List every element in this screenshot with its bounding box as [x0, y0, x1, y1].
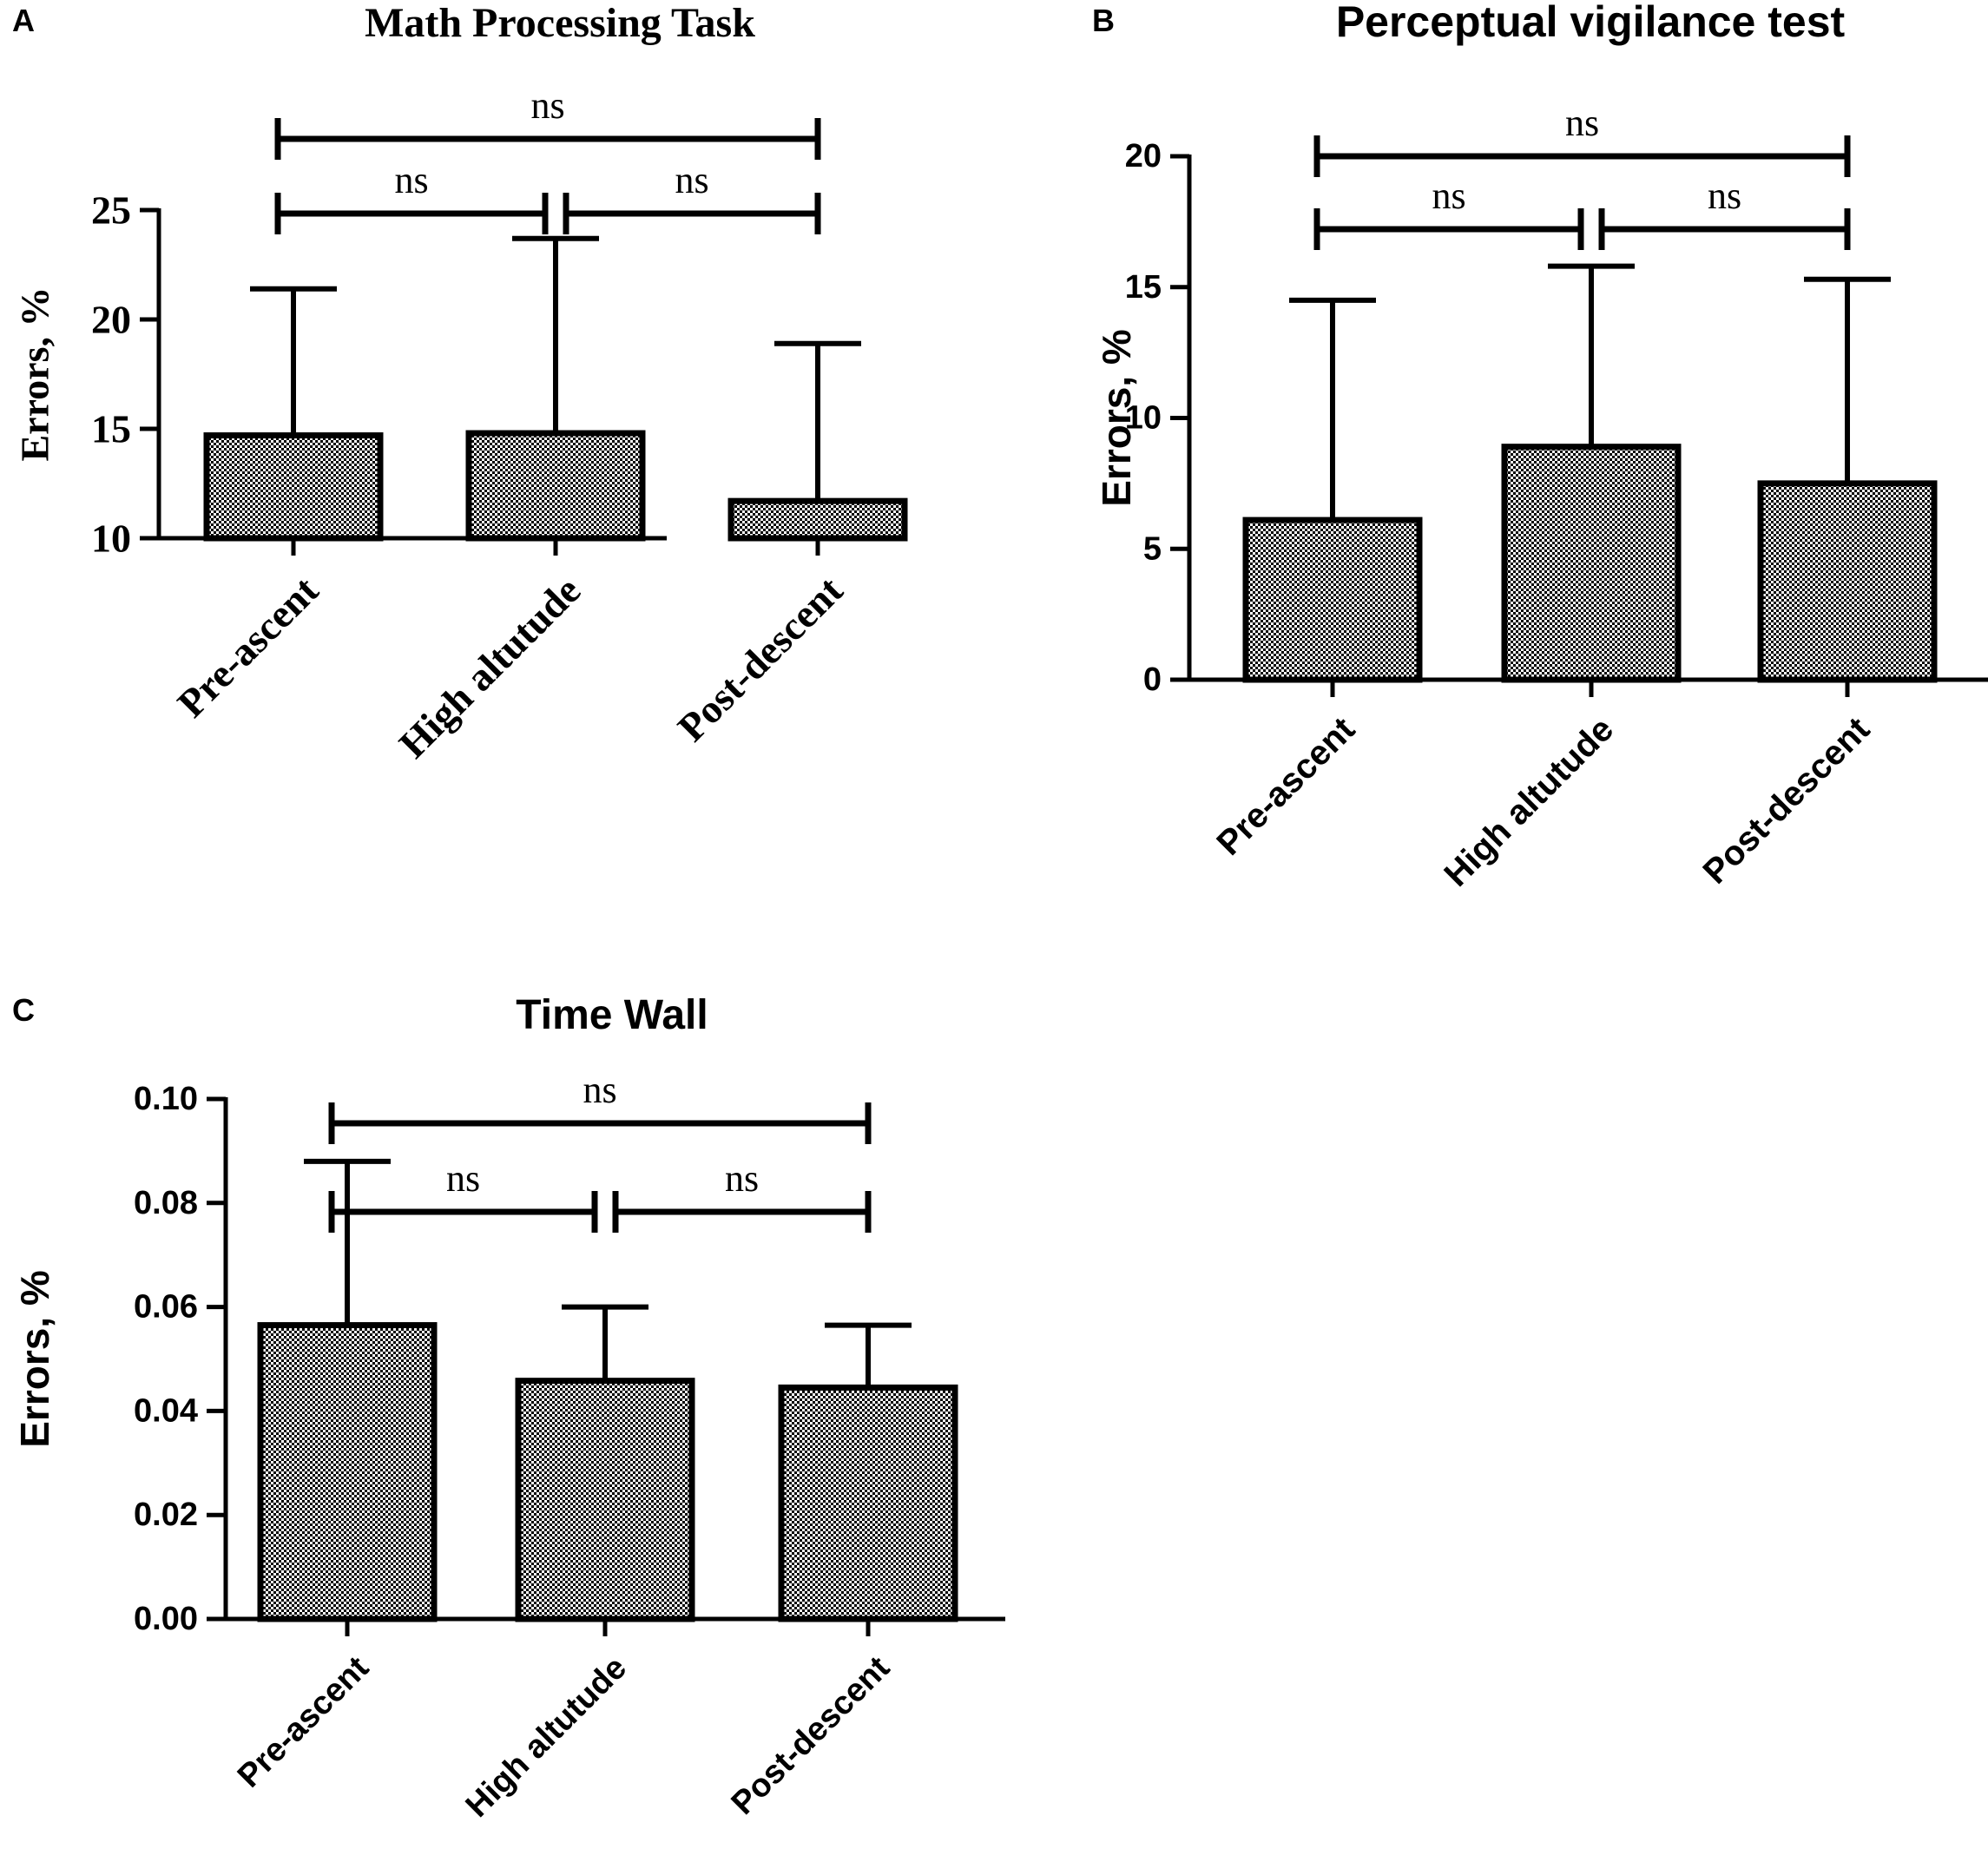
x-tick-label: High altutude [391, 568, 589, 767]
significance-label: ns [446, 1157, 480, 1200]
x-tick-label: High altutude [1437, 710, 1621, 894]
bar [727, 497, 908, 542]
y-tick-label: 20 [1125, 138, 1162, 174]
panel-a: A Math Processing Task Errors, % 10 15 20 25 Pr… [12, 0, 908, 767]
y-tick-label: 15 [91, 407, 131, 451]
y-tick-label: 25 [91, 188, 131, 233]
panel-letter: A [12, 3, 35, 38]
bar [1757, 480, 1938, 683]
panel-letter: C [12, 992, 35, 1028]
bar [203, 432, 384, 542]
significance-label: ns [1432, 174, 1465, 217]
bar [257, 1322, 438, 1622]
significance-label: ns [530, 84, 564, 127]
y-tick-label: 0 [1143, 661, 1162, 698]
y-axis-label: Errors, % [13, 286, 57, 461]
y-tick-label: 0.04 [134, 1392, 198, 1429]
x-tick-label: Pre-ascent [168, 568, 326, 726]
x-tick-label: High altutude [459, 1649, 634, 1824]
chart-title: Perceptual vigilance test [1336, 0, 1846, 46]
significance-label: ns [583, 1069, 616, 1111]
significance-label: ns [394, 159, 428, 201]
significance-label: ns [1565, 102, 1599, 144]
bar [778, 1384, 958, 1622]
bar [1501, 444, 1682, 683]
panel-b: B Perceptual vigilance test Errors, % 0 5 10 1… [1092, 0, 1988, 894]
y-axis-label: Errors, % [12, 1270, 57, 1448]
y-tick-label: 0.10 [134, 1081, 198, 1117]
y-tick-label: 0.08 [134, 1185, 198, 1221]
y-tick-label: 10 [91, 517, 131, 561]
y-tick-label: 5 [1143, 530, 1162, 567]
bar [1242, 517, 1423, 683]
x-tick-label: Pre-ascent [231, 1649, 376, 1794]
x-tick-label: Post-descent [1695, 710, 1877, 892]
significance-label: ns [675, 159, 708, 201]
significance-label: ns [725, 1157, 759, 1200]
x-tick-label: Post-descent [725, 1649, 898, 1822]
y-axis-label: Errors, % [1094, 329, 1139, 507]
y-tick-label: 0.00 [134, 1601, 198, 1637]
y-tick-label: 0.06 [134, 1289, 198, 1326]
bar [465, 430, 646, 542]
x-tick-label: Post-descent [669, 568, 852, 750]
y-tick-label: 0.02 [134, 1497, 198, 1533]
panel-letter: B [1092, 3, 1115, 38]
y-tick-label: 15 [1125, 269, 1162, 306]
y-tick-label: 20 [91, 298, 131, 342]
chart-title: Time Wall [516, 992, 708, 1038]
y-tick-label: 10 [1125, 400, 1162, 437]
x-tick-label: Pre-ascent [1209, 710, 1362, 863]
significance-label: ns [1708, 174, 1741, 217]
panel-c: C Time Wall Errors, % 0.00 0.02 0.04 0.06 0.08 0… [12, 992, 1005, 1825]
bar [515, 1378, 695, 1622]
chart-title: Math Processing Task [365, 0, 755, 46]
